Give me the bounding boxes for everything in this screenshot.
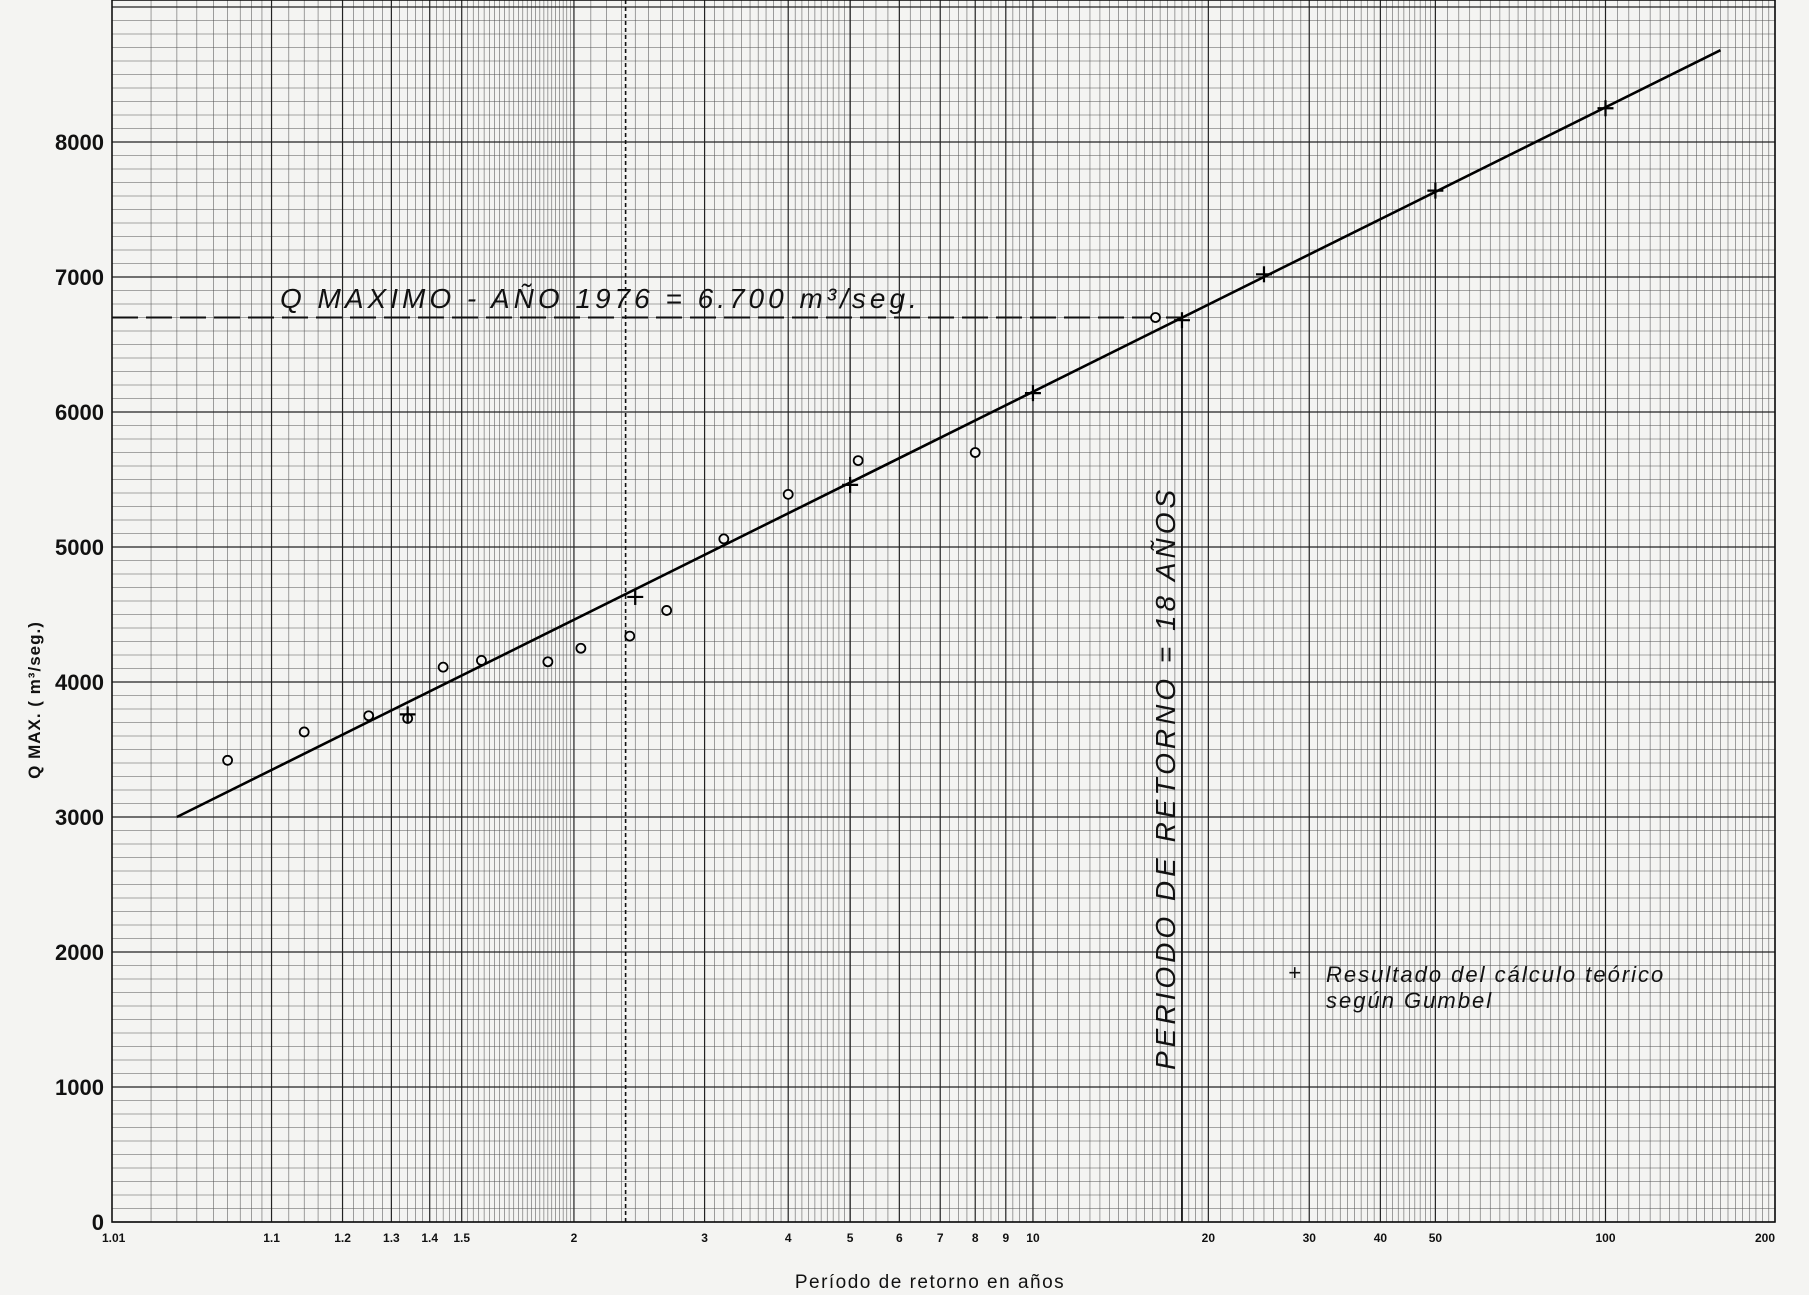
- x-tick-label: 6: [896, 1231, 903, 1245]
- x-tick-label: 1.4: [421, 1231, 438, 1245]
- observed-point: [782, 488, 794, 500]
- observed-point: [1150, 312, 1161, 323]
- observed-point: [437, 661, 449, 673]
- x-tick-label: 20: [1202, 1231, 1216, 1245]
- observed-point: [363, 710, 375, 722]
- qmax-annotation: Q MAXIMO - AÑO 1976 = 6.700 m³/seg.: [280, 283, 921, 314]
- y-tick-label: 7000: [55, 265, 104, 290]
- y-tick-labels: 0 1000 2000 3000 4000 5000 6000 7000 8000: [55, 130, 104, 1235]
- plot-border: [111, 0, 1776, 1223]
- x-tick-label: 50: [1429, 1231, 1443, 1245]
- observed-point: [624, 630, 636, 642]
- y-tick-label: 1000: [55, 1075, 104, 1100]
- grid-minor: [112, 0, 1775, 1222]
- x-tick-label: 1.1: [263, 1231, 280, 1245]
- reference-lines: [112, 0, 1183, 1222]
- y-tick-label: 2000: [55, 940, 104, 965]
- legend: + Resultado del cálculo teórico según Gu…: [1288, 960, 1665, 1013]
- gumbel-point: [1173, 312, 1190, 329]
- x-tick-label: 200: [1755, 1231, 1775, 1245]
- observed-point: [718, 533, 730, 545]
- x-tick-label: 30: [1303, 1231, 1317, 1245]
- x-tick-label: 3: [701, 1231, 708, 1245]
- x-tick-label: 7: [937, 1231, 944, 1245]
- y-tick-label: 6000: [55, 400, 104, 425]
- observed-point: [222, 754, 234, 766]
- gumbel-point: [842, 476, 859, 493]
- x-tick-label: 4: [785, 1231, 792, 1245]
- x-tick-label: 40: [1374, 1231, 1388, 1245]
- x-tick-label: 1.2: [334, 1231, 351, 1245]
- x-tick-label: 1.5: [453, 1231, 470, 1245]
- observed-point: [542, 656, 554, 668]
- gumbel-point: [1024, 385, 1041, 402]
- x-tick-label: 10: [1026, 1231, 1040, 1245]
- y-tick-label: 3000: [55, 805, 104, 830]
- observed-point: [575, 642, 587, 654]
- observed-point: [852, 455, 864, 467]
- x-axis-title: Período de retorno en años: [795, 1272, 1065, 1293]
- gumbel-point: [1255, 266, 1272, 283]
- observed-point: [476, 655, 487, 666]
- fit-line-layer: [176, 49, 1722, 819]
- y-axis-title: Q MAX. ( m³/seg.): [25, 621, 44, 779]
- grid-major: [111, 0, 1776, 1223]
- marks-layer: [222, 100, 1614, 766]
- x-tick-label: 8: [972, 1231, 979, 1245]
- x-tick-labels: 1.01 1.1 1.2 1.3 1.4 1.5 2 3 4 5 6 7 8 9 10 20 30 40 50 100…: [102, 1231, 1775, 1245]
- return-period-annotation: PERIODO DE RETORNO = 18 AÑOS: [1150, 486, 1181, 1070]
- x-tick-label: 1.01: [102, 1231, 126, 1245]
- gumbel-point: [399, 706, 416, 723]
- observed-point: [298, 726, 310, 738]
- x-tick-label: 9: [1002, 1231, 1009, 1245]
- observed-point: [969, 447, 981, 458]
- fit-line: [176, 49, 1722, 819]
- x-tick-label: 2: [571, 1231, 578, 1245]
- x-tick-label: 100: [1595, 1231, 1615, 1245]
- y-tick-label: 5000: [55, 535, 104, 560]
- legend-line-1: Resultado del cálculo teórico: [1326, 962, 1665, 987]
- x-tick-label: 1.3: [383, 1231, 400, 1245]
- gumbel-point: [1427, 182, 1444, 199]
- gumbel-point: [627, 588, 644, 605]
- y-tick-label: 0: [92, 1210, 104, 1235]
- y-tick-label: 4000: [55, 670, 104, 695]
- gumbel-point: [1597, 100, 1614, 117]
- observed-point: [661, 605, 673, 616]
- legend-line-2: según Gumbel: [1326, 988, 1493, 1013]
- x-tick-label: 5: [847, 1231, 854, 1245]
- y-tick-label: 8000: [55, 130, 104, 155]
- legend-symbol: +: [1288, 960, 1303, 985]
